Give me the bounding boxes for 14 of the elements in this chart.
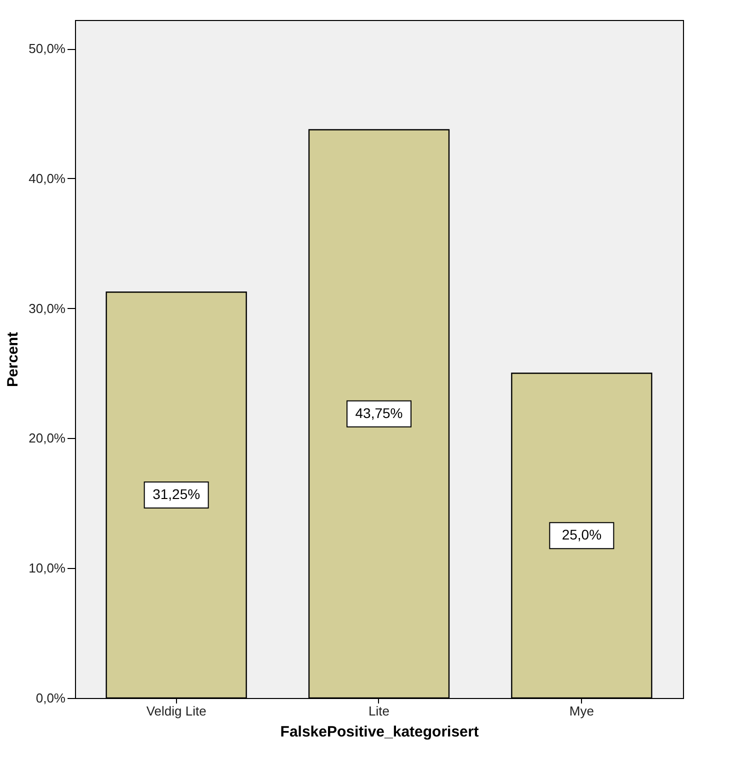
y-tick-label: 20,0%	[28, 430, 66, 446]
y-tick-label: 0,0%	[36, 690, 66, 706]
y-tick-label: 10,0%	[28, 560, 66, 576]
y-tick-label: 30,0%	[28, 300, 66, 316]
x-tick-label: Mye	[569, 704, 594, 718]
y-tick-label: 40,0%	[28, 170, 66, 186]
data-label: 31,25%	[152, 486, 200, 502]
x-axis-title: FalskePositive_kategorisert	[280, 724, 479, 740]
y-axis-title: Percent	[4, 332, 22, 388]
x-tick-label: Lite	[368, 704, 390, 718]
data-label: 43,75%	[355, 404, 403, 421]
x-tick-label: Veldig Lite	[146, 704, 206, 718]
y-tick-label: 50,0%	[28, 41, 66, 56]
data-label: 25,0%	[562, 526, 602, 543]
